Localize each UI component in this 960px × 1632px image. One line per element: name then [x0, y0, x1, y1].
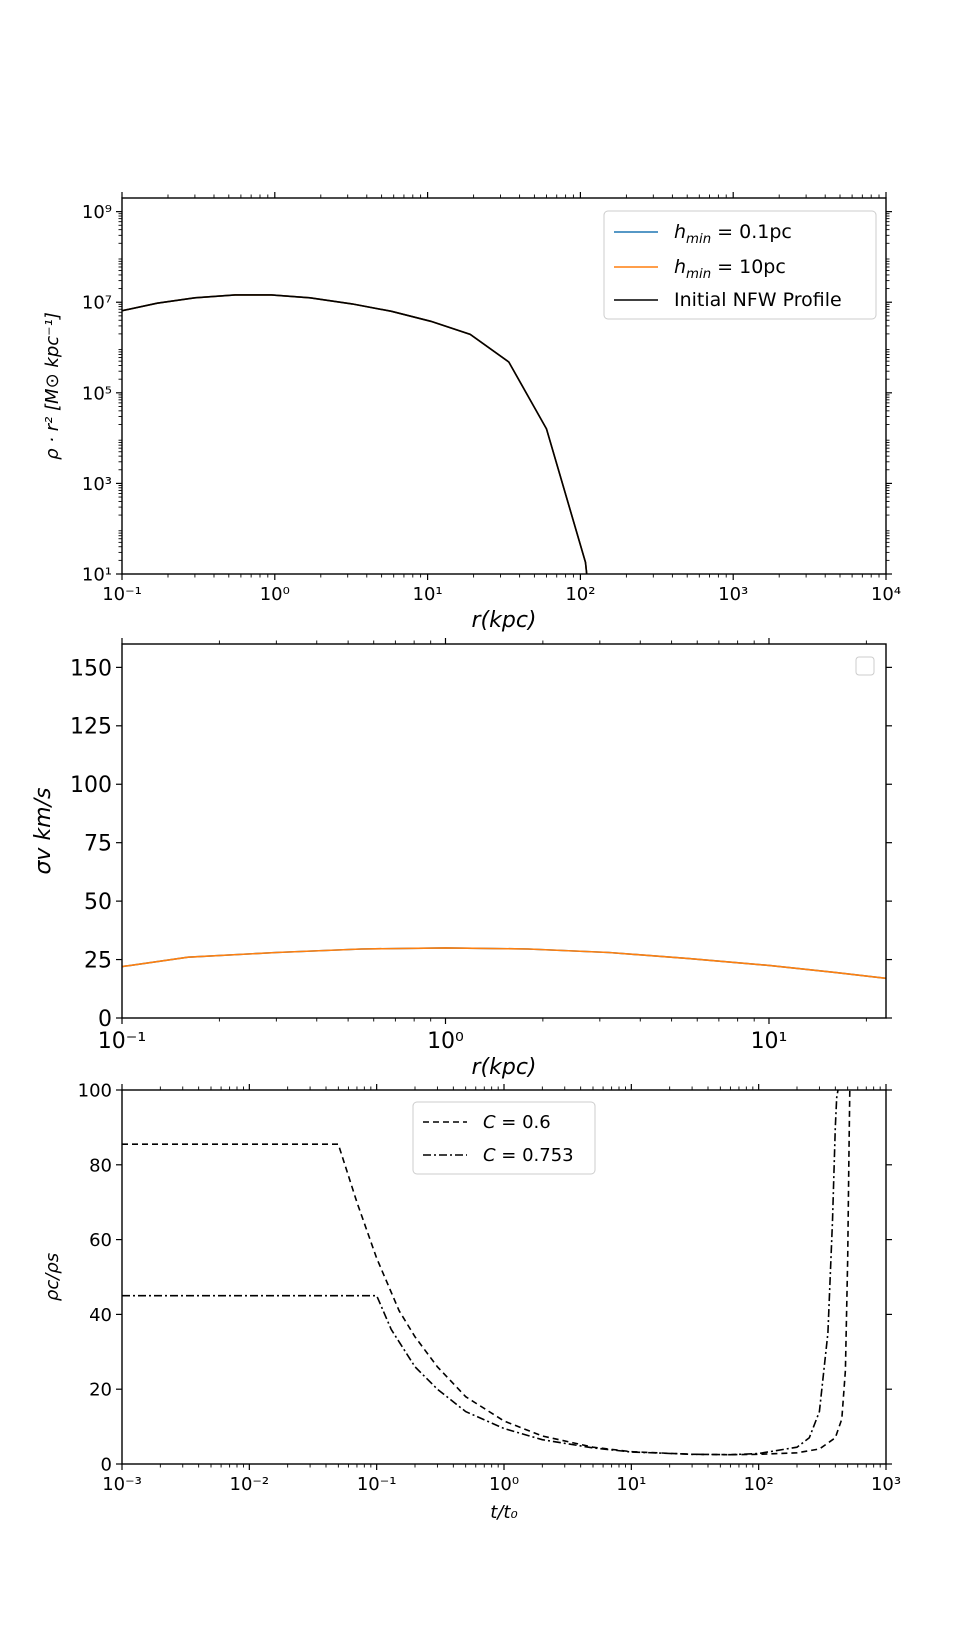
y-tick-label: 150	[70, 656, 112, 681]
x-axis-label: t/t₀	[490, 1502, 517, 1523]
series-line-2	[122, 294, 588, 574]
y-axis-label: ρc/ρs	[42, 1253, 63, 1301]
x-axis-label: r(kpc)	[471, 1055, 536, 1080]
legend: hmin = 0.1pc hmin = 10pc Initial NFW Profi…	[603, 210, 877, 320]
y-tick-label: 100	[78, 1080, 112, 1101]
y-tick-label: 75	[84, 832, 112, 857]
x-tick-label: 10⁰	[260, 584, 290, 605]
y-tick-label: 0	[98, 1007, 112, 1032]
x-tick-label: 10³	[871, 1474, 901, 1495]
y-tick-label: 10⁵	[82, 383, 112, 404]
legend-entry-c0753-label: C = 0.753	[483, 1145, 574, 1166]
central-density-panel: 10⁻³ 10⁻² 10⁻¹ 10⁰ 10¹ 10² 10³ 0 20 40 60 80 100 t/t₀…	[42, 1080, 901, 1523]
y-tick-label: 100	[70, 773, 112, 798]
legend: C = 0.6 C = 0.753	[412, 1101, 596, 1175]
legend-entry-hmin-10-label: hmin = 10pc	[674, 256, 786, 282]
x-tick-label: 10⁴	[871, 584, 901, 605]
x-tick-label: 10⁰	[489, 1474, 519, 1495]
y-tick-label: 0	[101, 1454, 112, 1475]
y-tick-label: 80	[89, 1155, 112, 1176]
y-tick-label: 50	[84, 890, 112, 915]
legend-entry-c06-label: C = 0.6	[483, 1112, 551, 1133]
y-tick-label: 60	[89, 1230, 112, 1251]
x-tick-label: 10¹	[751, 1029, 788, 1054]
y-tick-label: 10¹	[82, 564, 112, 585]
velocity-dispersion-panel: 10⁻¹ 10⁰ 10¹ 0 25 50 75 100 125 150 r(kpc) σv km/s	[31, 638, 892, 1080]
y-tick-label: 10⁹	[82, 202, 112, 223]
series-line-1	[122, 1090, 839, 1456]
axes-frame	[121, 643, 887, 1019]
x-tick-label: 10³	[718, 584, 748, 605]
y-tick-label: 25	[84, 948, 112, 973]
legend-box	[603, 210, 877, 320]
x-tick-label: 10⁻¹	[98, 1029, 146, 1054]
series-line-1	[122, 947, 886, 980]
x-tick-label: 10⁻¹	[102, 584, 142, 605]
x-tick-label: 10⁰	[427, 1029, 464, 1054]
legend-box	[412, 1101, 596, 1175]
legend-entry-hmin-01-label: hmin = 0.1pc	[674, 221, 792, 247]
y-tick-label: 10³	[82, 474, 112, 495]
legend-entry-nfw-label: Initial NFW Profile	[674, 289, 842, 311]
y-axis-label: ρ · r² [M⊙ kpc⁻¹]	[42, 312, 63, 460]
series-line-0	[122, 1090, 851, 1456]
x-tick-label: 10¹	[413, 584, 443, 605]
density-profile-panel: 10⁻¹ 10⁰ 10¹ 10² 10³ 10⁴ 10¹ 10³ 10⁵ 10⁷ 10⁹ r(kpc)…	[42, 192, 901, 633]
x-tick-label: 10²	[744, 1474, 774, 1495]
y-tick-label: 20	[89, 1380, 112, 1401]
x-tick-label: 10⁻²	[230, 1474, 270, 1495]
y-axis-label: σv km/s	[31, 787, 56, 874]
y-tick-label: 10⁷	[82, 293, 112, 314]
x-tick-label: 10²	[565, 584, 595, 605]
legend-box-empty	[855, 656, 875, 676]
y-tick-label: 40	[89, 1305, 112, 1326]
axes-frame	[121, 197, 887, 575]
x-axis-label: r(kpc)	[471, 608, 536, 633]
x-tick-label: 10⁻¹	[357, 1474, 397, 1495]
x-tick-label: 10⁻³	[102, 1474, 142, 1495]
x-tick-label: 10¹	[616, 1474, 646, 1495]
y-tick-label: 125	[70, 715, 112, 740]
